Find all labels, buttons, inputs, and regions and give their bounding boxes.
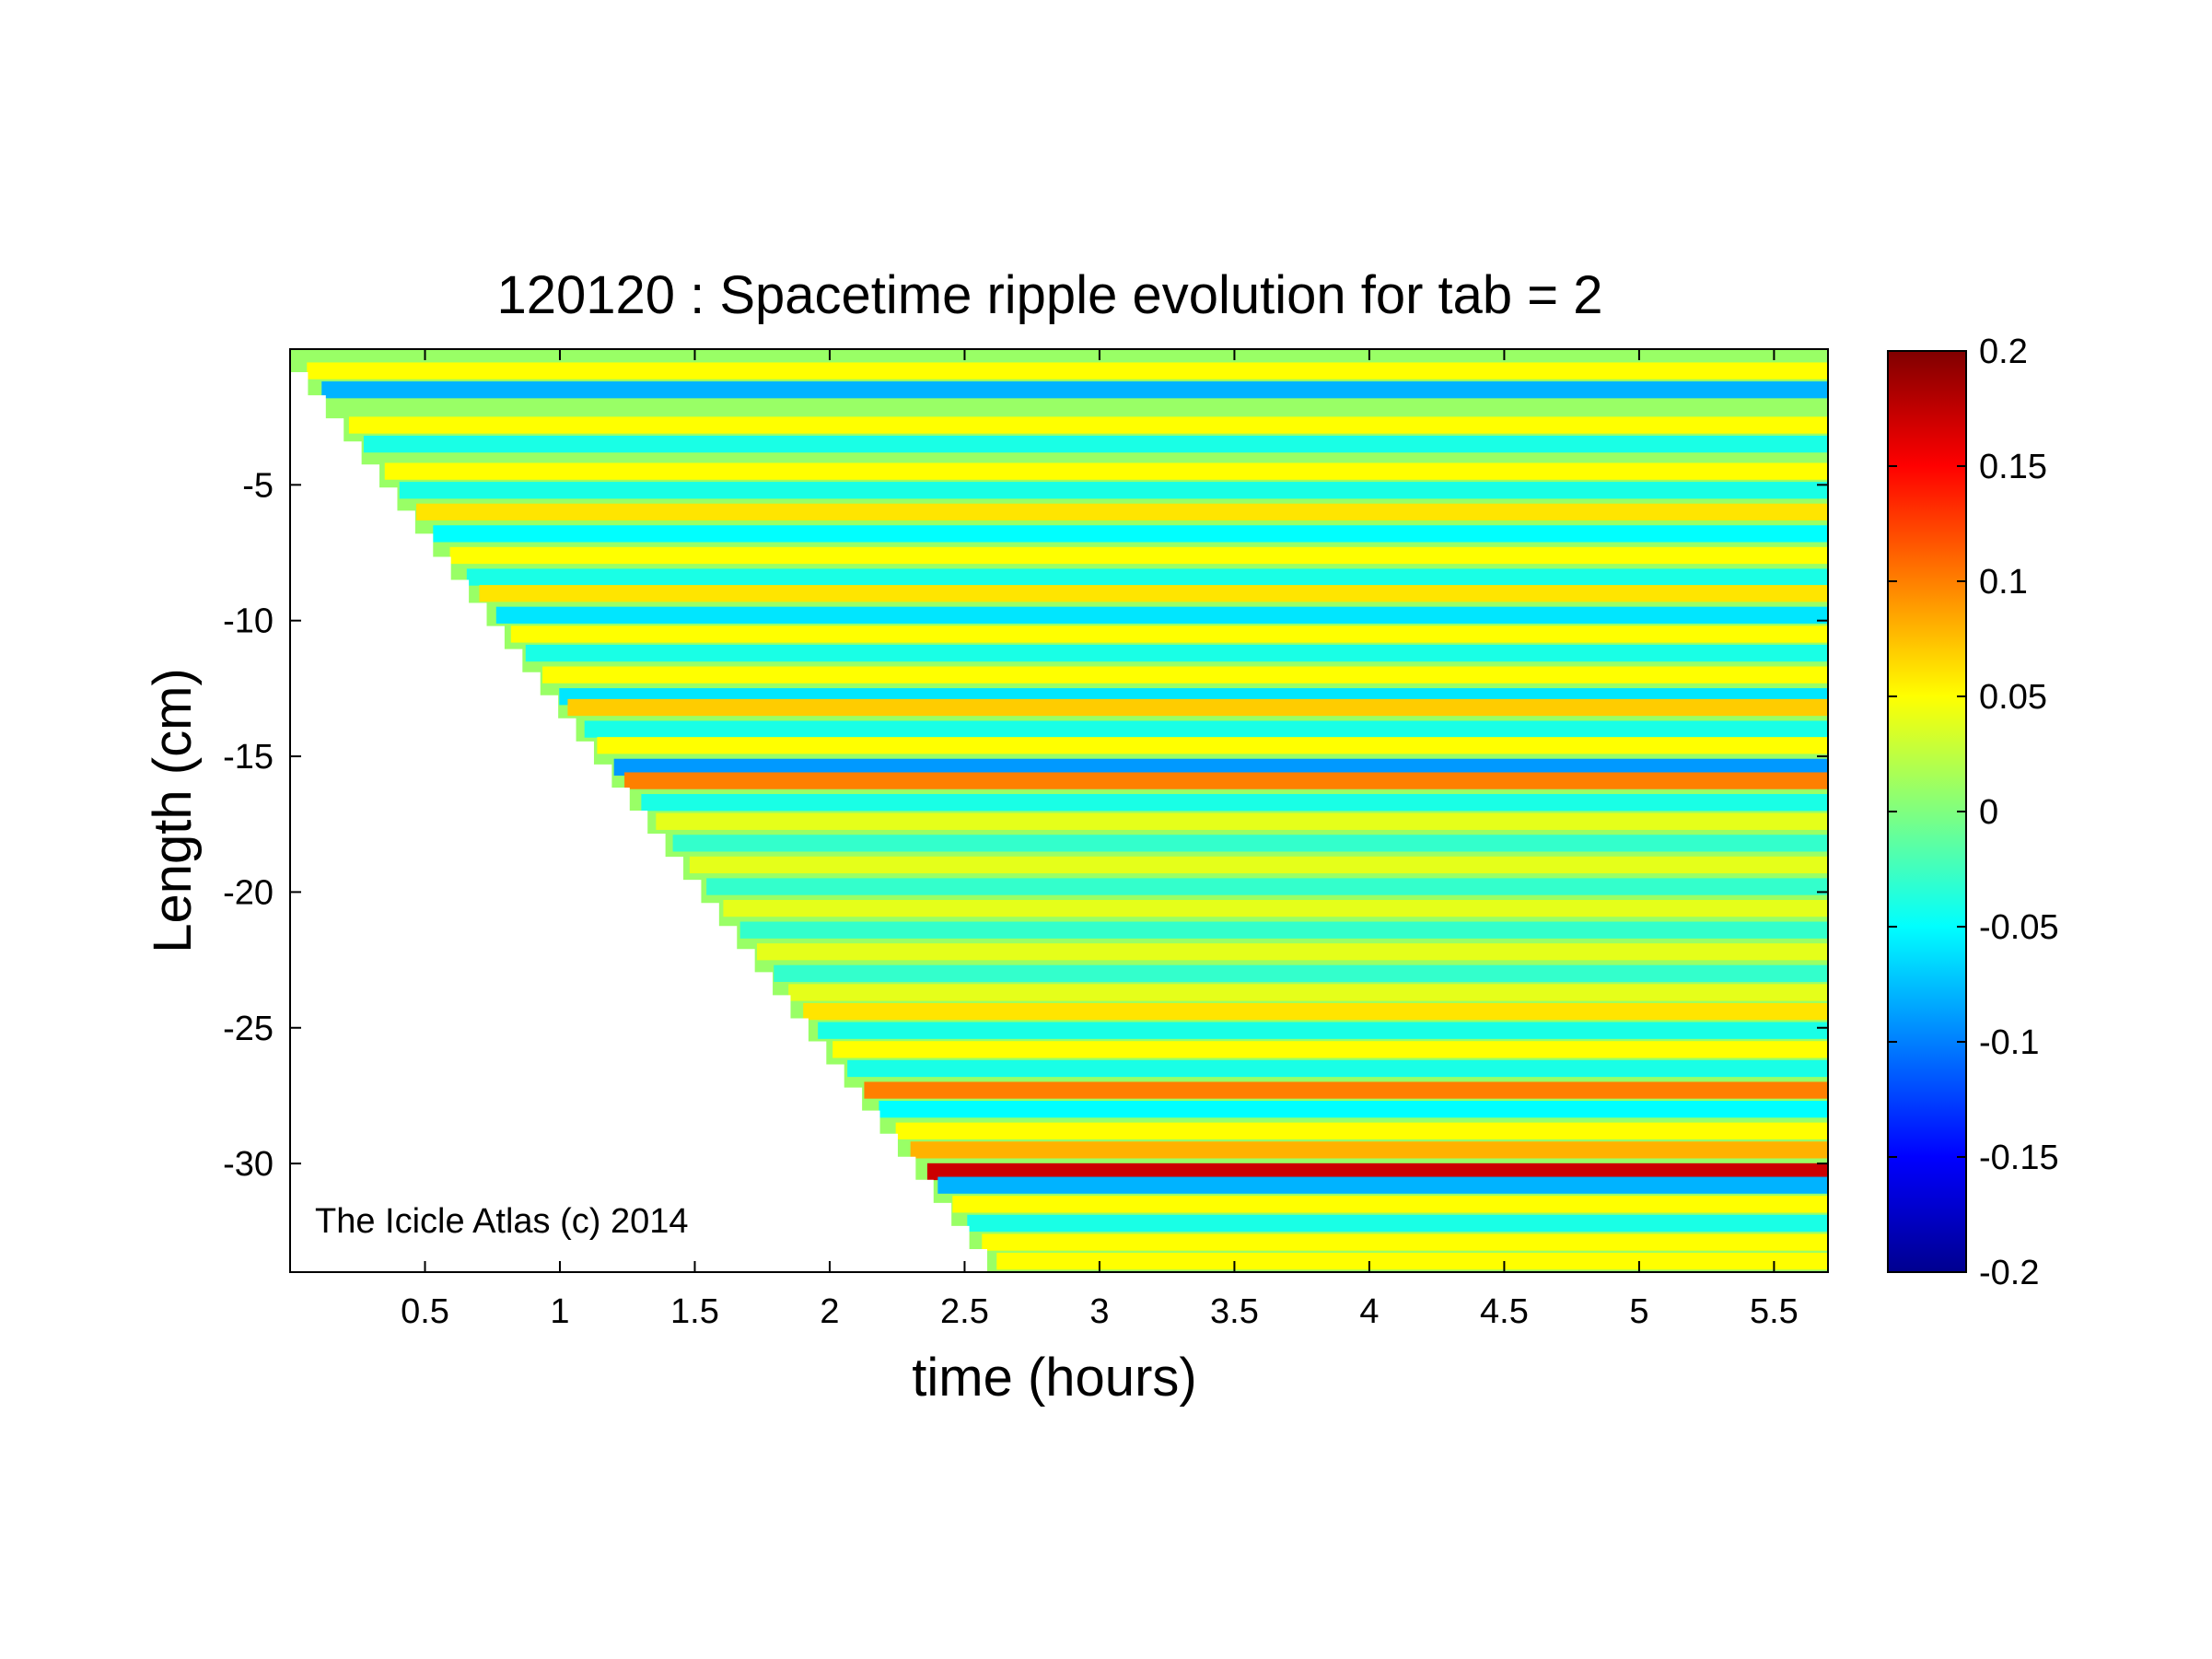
heatmap-band-18 [597,737,1828,754]
x-tick-label: 0.5 [401,1292,449,1331]
colorbar: 0.2 0.15 0.1 0.05 0 -0.05 -0.1 -0.15 -0.2 [1887,333,2059,1292]
heatmap-band-38 [910,1141,1828,1159]
heatmap-band-28 [756,943,1828,961]
x-tick-label: 4.5 [1480,1292,1529,1331]
heatmap-band-42 [967,1214,1828,1233]
heatmap-band-3 [363,436,1828,453]
ungrown-region [290,349,1006,1272]
heatmap-band-40 [937,1176,1828,1194]
x-tick-label: 3.5 [1210,1292,1259,1331]
heatmap-band-20 [624,772,1828,789]
chart-title: 120120 : Spacetime ripple evolution for … [496,265,1602,325]
heatmap-band-12 [510,625,1828,643]
colorbar-tick-label: 0.05 [1979,678,2047,717]
y-axis-label: Length (cm) [143,668,203,952]
heatmap-band-14 [542,666,1828,683]
heatmap-band-31 [803,1002,1828,1021]
x-axis-ticks: 0.5 1 1.5 2 2.5 3 3.5 4 4.5 5 5.5 [401,349,1799,1331]
x-axis-label: time (hours) [912,1348,1196,1408]
x-tick-label: 5 [1629,1292,1648,1331]
heatmap-band-32 [818,1022,1828,1039]
heatmap-band-6 [416,503,1828,520]
y-tick-label: -30 [223,1145,274,1184]
copyright-annotation: The Icicle Atlas (c) 2014 [315,1202,689,1241]
colorbar-tick-label: -0.05 [1979,908,2059,947]
heatmap-area [289,348,1829,1273]
colorbar-tick-label: 0.1 [1979,563,2028,602]
heatmap-band-9 [466,568,1828,586]
x-tick-label: 2.5 [940,1292,989,1331]
heatmap-band-43 [982,1233,1828,1251]
heatmap-band-2 [348,416,1828,434]
heatmap-band-36 [879,1101,1828,1118]
heatmap-band-27 [739,921,1828,939]
colorbar-tick-label: 0.15 [1979,448,2047,486]
heatmap-band-10 [479,585,1828,602]
x-tick-label: 1 [550,1292,569,1331]
heatmap-field [290,349,1828,1272]
heatmap-band-7 [433,525,1828,543]
heatmap-band-17 [584,720,1828,738]
heatmap-band-4 [384,462,1828,480]
colorbar-tick-label: -0.2 [1979,1254,2039,1292]
heatmap-band-1 [321,381,1828,399]
heatmap-band-25 [706,878,1828,895]
y-tick-label: -20 [223,873,274,912]
plot-frame [289,348,1829,1273]
x-tick-label: 3 [1089,1292,1109,1331]
colorbar-tick-label: 0.2 [1979,333,2028,371]
heatmap-band-0 [307,362,1828,380]
x-tick-label: 2 [820,1292,839,1331]
heatmap-band-30 [788,984,1828,1001]
heatmap-band-16 [567,698,1828,717]
heatmap-band-41 [952,1196,1828,1213]
colorbar-tick-label: -0.1 [1979,1023,2039,1062]
x-tick-label: 1.5 [670,1292,719,1331]
y-tick-label: -10 [223,602,274,641]
x-tick-label: 5.5 [1750,1292,1799,1331]
colorbar-tick-label: 0 [1979,793,1998,832]
heatmap-band-39 [926,1162,1828,1181]
y-axis-ticks: -5 -10 -15 -20 -25 -30 [223,466,1828,1184]
heatmap-band-23 [672,835,1828,852]
heatmap-band-35 [864,1081,1828,1099]
heatmap-band-24 [689,856,1828,874]
colorbar-gradient [1888,351,1966,1272]
heatmap-band-11 [495,606,1828,624]
colorbar-tick-label: -0.15 [1979,1139,2059,1177]
heatmap-band-13 [525,644,1828,662]
heatmap-band-21 [641,794,1828,812]
heatmap-band-22 [656,812,1828,830]
heatmap-band-5 [399,482,1828,499]
heatmap-band-37 [895,1122,1828,1139]
y-tick-label: -25 [223,1010,274,1048]
heatmap-band-34 [847,1059,1828,1078]
heatmap-band-8 [449,546,1828,565]
heatmap-band-19 [613,758,1828,776]
y-tick-label: -15 [223,738,274,777]
heatmap-band-29 [774,964,1828,982]
heatmap-band-44 [996,1253,1828,1270]
y-tick-label: -5 [242,466,274,505]
heatmap-band-26 [723,899,1828,917]
heatmap-band-33 [832,1041,1828,1058]
x-tick-label: 4 [1359,1292,1379,1331]
colorbar-ticks: 0.2 0.15 0.1 0.05 0 -0.05 -0.1 -0.15 -0.2 [1888,333,2059,1292]
